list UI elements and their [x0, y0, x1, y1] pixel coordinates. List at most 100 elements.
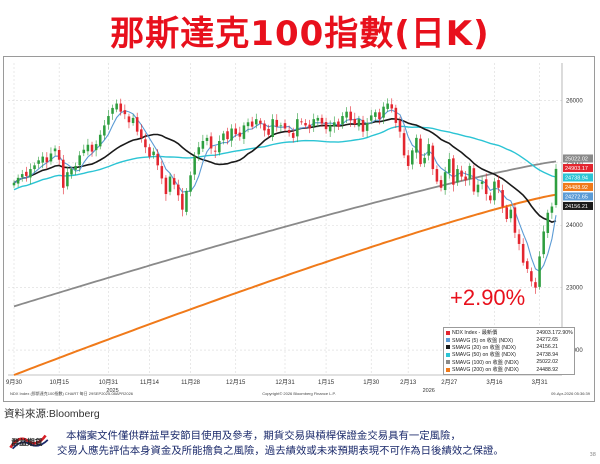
- x-tick-label: 2月27: [441, 379, 458, 386]
- legend-row: SMAVG (100) on 收盤 (NDX) 25022.02: [446, 359, 572, 366]
- sma20-line: [13, 117, 557, 223]
- candle-body: [226, 131, 229, 140]
- candle-body: [152, 151, 155, 156]
- candle-body: [300, 121, 303, 123]
- legend-series-name: SMAVG (5) on 收盤 (NDX): [452, 337, 514, 344]
- candle-body: [275, 119, 279, 127]
- candle-body: [415, 137, 418, 153]
- x-tick-label: 1月15: [318, 379, 335, 386]
- candle-body: [304, 123, 307, 126]
- candle-body: [554, 168, 558, 206]
- year-label: 2025: [106, 388, 118, 394]
- candle-body: [296, 119, 299, 137]
- x-tick-label: 3月31: [532, 379, 549, 386]
- candle-body: [205, 137, 209, 141]
- candle-body: [411, 150, 414, 165]
- candle-body: [456, 169, 459, 183]
- disclaimer-line-1: 本檔案文件僅供群益早安節目使用及參考，期貨交易與槓桿保證金交易具有一定風險，: [66, 430, 461, 442]
- candle-body: [390, 104, 394, 109]
- candle-body: [534, 282, 537, 288]
- candle-body: [427, 144, 430, 156]
- legend-series-change: 2.90%: [558, 329, 573, 336]
- y-tick-label: 26000: [566, 98, 583, 104]
- legend-series-name: SMAVG (50) on 收盤 (NDX): [452, 352, 516, 359]
- candle-body: [279, 125, 283, 127]
- candle-body: [164, 177, 168, 195]
- legend-swatch: [446, 352, 450, 357]
- candle-body: [419, 138, 422, 165]
- chart-footer-left: NDX Index (那斯達克100指數) CHART 每日 29SEP2025…: [10, 390, 134, 396]
- chart-svg: 22000230002400025000260009月3010月1510月311…: [6, 63, 593, 396]
- candle-body: [259, 120, 262, 124]
- candle-body: [435, 169, 439, 182]
- last-value-tag: [563, 173, 593, 182]
- candle-body: [33, 165, 36, 170]
- legend-swatch: [446, 330, 450, 335]
- candle-body: [464, 176, 467, 181]
- candle-body: [452, 158, 455, 185]
- candle-body: [439, 180, 443, 188]
- last-value-label: 24272.65: [565, 194, 588, 200]
- candle-body: [332, 122, 336, 127]
- y-tick-label: 23000: [566, 286, 583, 292]
- candle-body: [398, 120, 402, 132]
- legend-series-value: 24272.65: [536, 337, 558, 344]
- legend-row: NDX Index - 最新價 24903.17 2.90%: [446, 329, 573, 337]
- legend-row: SMAVG (5) on 收盤 (NDX) 24272.65: [446, 336, 572, 344]
- legend-series-value: 25022.02: [536, 359, 558, 366]
- candle-body: [369, 115, 373, 121]
- candle-body: [480, 181, 484, 184]
- candle-body: [66, 172, 69, 187]
- candle-body: [131, 117, 135, 124]
- candle-body: [172, 178, 176, 185]
- candle-body: [353, 118, 357, 125]
- candle-body: [242, 125, 246, 139]
- candle-body: [168, 176, 172, 192]
- candle-body: [107, 116, 110, 125]
- legend-swatch: [446, 360, 450, 365]
- candle-body: [308, 124, 311, 129]
- year-label: 2026: [423, 388, 435, 394]
- candle-body: [505, 207, 509, 219]
- legend-series-name: SMAVG (200) on 收盤 (NDX): [452, 367, 519, 374]
- last-value-tag: [563, 154, 593, 163]
- candle-body: [176, 184, 180, 196]
- candle-body: [254, 119, 258, 125]
- candle-body: [501, 190, 504, 207]
- candle-body: [361, 119, 365, 132]
- change-percent-label: +2.90%: [450, 285, 526, 310]
- sma50-line: [13, 125, 557, 191]
- candle-body: [25, 171, 28, 176]
- candle-body: [230, 128, 233, 141]
- page-number: 38: [589, 452, 596, 458]
- candle-body: [525, 261, 529, 269]
- candle-body: [550, 206, 554, 213]
- disclaimer-line-2: 交易人應先評估本身資金及所能擔負之風險，過去績效或未來預期表現不可作為日後績效之…: [57, 445, 504, 457]
- last-value-label: 24738.94: [565, 175, 588, 181]
- legend-series-value: 24488.92: [536, 366, 558, 373]
- candle-body: [337, 121, 340, 127]
- candle-body: [546, 212, 550, 233]
- candle-body: [218, 141, 221, 153]
- candle-body: [57, 149, 61, 160]
- candle-body: [222, 133, 225, 141]
- candle-body: [341, 116, 344, 125]
- candle-body: [29, 169, 32, 178]
- candle-body: [320, 117, 324, 124]
- candle-body: [115, 103, 118, 110]
- source-note: 資料來源:Bloomberg: [4, 408, 100, 420]
- candle-body: [513, 207, 517, 233]
- legend-swatch: [446, 345, 450, 350]
- legend-series-name: NDX Index - 最新價: [452, 330, 498, 337]
- candle-body: [267, 128, 270, 135]
- candle-body: [374, 112, 377, 117]
- candle-body: [135, 117, 139, 132]
- candle-body: [493, 181, 496, 201]
- candle-body: [148, 147, 151, 157]
- candle-body: [324, 122, 328, 130]
- candle-body: [316, 117, 320, 121]
- chart-footer-right: 09-Apr-2026 05:36:39: [551, 391, 591, 396]
- candle-body: [45, 157, 49, 163]
- x-tick-label: 11月28: [181, 379, 201, 386]
- legend-row: SMAVG (200) on 收盤 (NDX) 24488.92: [446, 366, 572, 373]
